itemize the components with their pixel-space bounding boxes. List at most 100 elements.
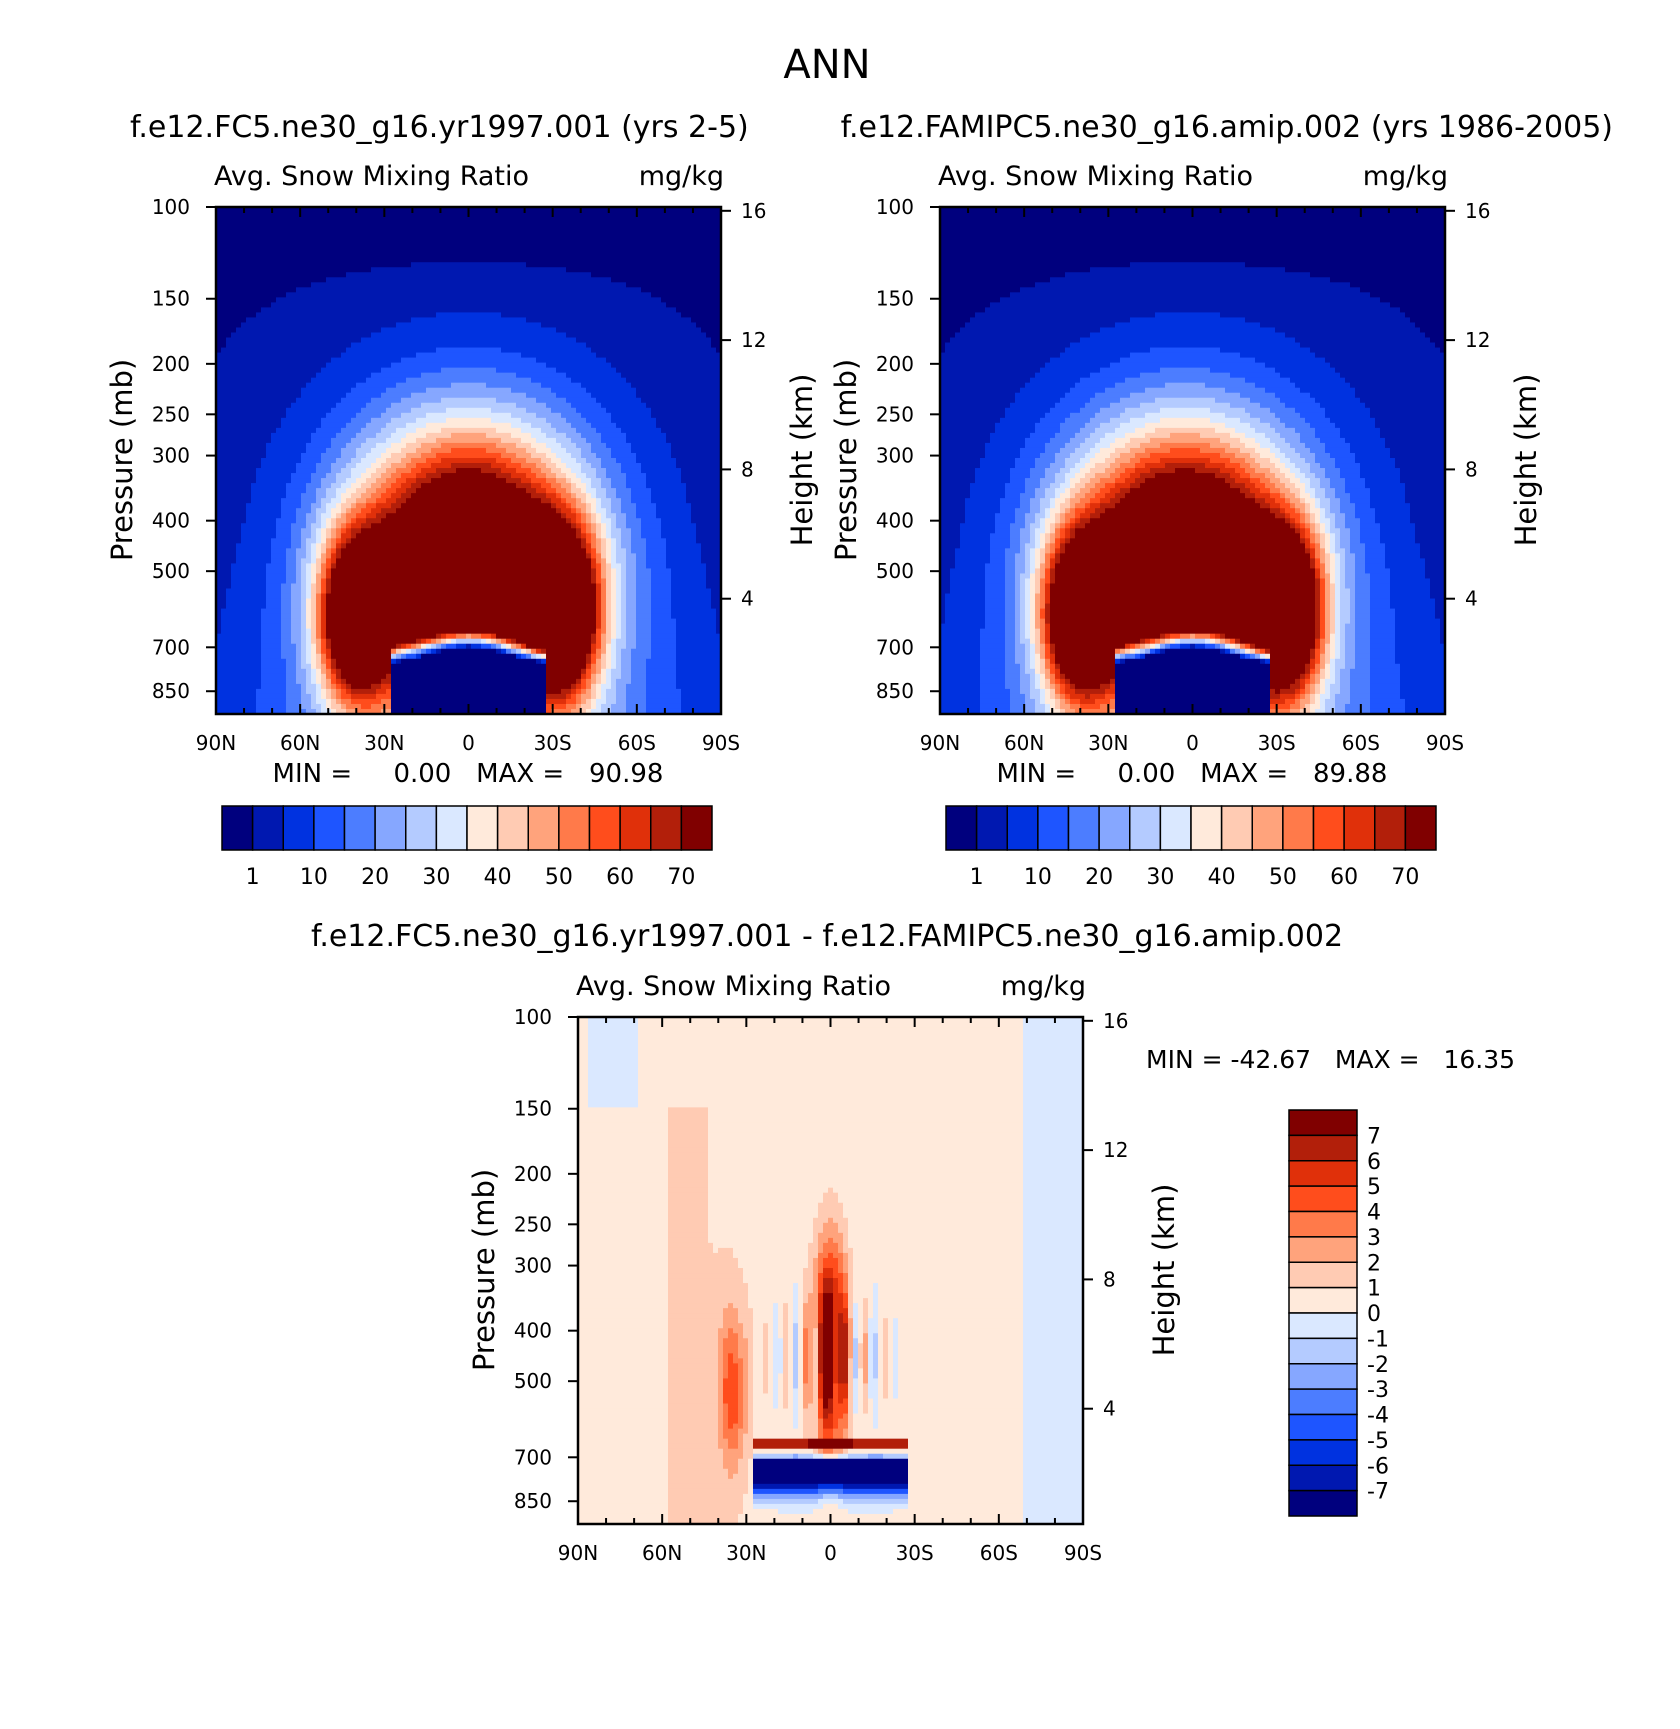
field-cell (331, 498, 337, 504)
field-cell (381, 498, 387, 504)
field-cell (421, 207, 427, 213)
field-cell (401, 427, 407, 434)
field-cell (446, 633, 452, 640)
field-cell (226, 227, 232, 233)
field-cell (421, 668, 427, 675)
field-cell (301, 648, 307, 655)
field-cell (381, 452, 387, 459)
field-cell (291, 553, 297, 559)
field-cell (246, 543, 252, 549)
field-cell (341, 437, 347, 444)
field-cell (331, 468, 337, 474)
field-cell (326, 588, 332, 595)
field-cell (251, 322, 257, 329)
field-cell (276, 638, 282, 645)
field-cell (461, 217, 467, 223)
field-cell (356, 618, 362, 625)
field-cell (436, 292, 442, 298)
field-cell (291, 432, 297, 439)
field-cell (221, 658, 227, 665)
field-cell (271, 643, 277, 650)
field-cell (226, 668, 232, 675)
field-cell (311, 207, 317, 213)
field-cell (316, 327, 322, 334)
field-cell (416, 688, 422, 695)
field-cell (291, 312, 297, 319)
field-cell (306, 227, 312, 233)
field-cell (336, 588, 342, 595)
field-cell (231, 523, 237, 529)
field-cell (316, 693, 322, 700)
field-cell (291, 488, 297, 494)
field-cell (436, 703, 442, 710)
field-cell (291, 357, 297, 364)
field-cell (421, 518, 427, 524)
field-cell (411, 678, 417, 685)
field-cell (331, 217, 337, 223)
field-cell (451, 212, 457, 218)
field-cell (381, 553, 387, 559)
field-cell (221, 673, 227, 680)
field-cell (361, 523, 367, 529)
field-cell (221, 593, 227, 600)
field-cell (356, 382, 362, 389)
field-cell (246, 217, 252, 223)
field-cell (311, 638, 317, 645)
field-cell (296, 508, 302, 514)
field-cell (311, 558, 317, 565)
field-cell (241, 558, 247, 565)
field-cell (396, 292, 402, 298)
field-cell (261, 312, 267, 319)
field-cell (276, 698, 282, 705)
field-cell (286, 463, 292, 469)
field-cell (221, 432, 227, 439)
field-cell (226, 573, 232, 580)
field-cell (451, 277, 457, 283)
field-cell (346, 488, 352, 494)
field-cell (336, 392, 342, 399)
field-cell (261, 493, 267, 499)
field-cell (266, 553, 272, 559)
field-cell (426, 648, 432, 655)
field-cell (296, 498, 302, 504)
field-cell (426, 703, 432, 710)
field-cell (271, 563, 277, 570)
field-cell (301, 447, 307, 454)
field-cell (341, 683, 347, 690)
field-cell (266, 272, 272, 278)
field-cell (406, 272, 412, 278)
field-cell (261, 287, 267, 293)
field-cell (316, 618, 322, 625)
field-cell (336, 513, 342, 519)
field-cell (311, 302, 317, 308)
field-cell (221, 232, 227, 238)
field-cell (276, 678, 282, 685)
field-cell (346, 257, 352, 263)
field-cell (386, 442, 392, 449)
field-cell (221, 528, 227, 534)
field-cell (451, 583, 457, 590)
field-cell (231, 412, 237, 419)
field-cell (381, 698, 387, 705)
field-cell (356, 543, 362, 549)
field-cell (391, 623, 397, 630)
field-cell (421, 673, 427, 680)
field-cell (401, 558, 407, 565)
field-cell (236, 327, 242, 334)
field-cell (461, 322, 467, 329)
field-cell (396, 307, 402, 314)
field-cell (341, 312, 347, 319)
field-cell (266, 668, 272, 675)
field-cell (286, 468, 292, 474)
field-cell (411, 668, 417, 675)
field-cell (401, 633, 407, 640)
field-cell (296, 282, 302, 288)
field-cell (266, 628, 272, 635)
field-cell (356, 508, 362, 514)
field-cell (251, 312, 257, 319)
field-cell (341, 412, 347, 419)
field-cell (356, 242, 362, 248)
field-cell (291, 367, 297, 374)
field-cell (346, 683, 352, 690)
field-cell (261, 407, 267, 414)
